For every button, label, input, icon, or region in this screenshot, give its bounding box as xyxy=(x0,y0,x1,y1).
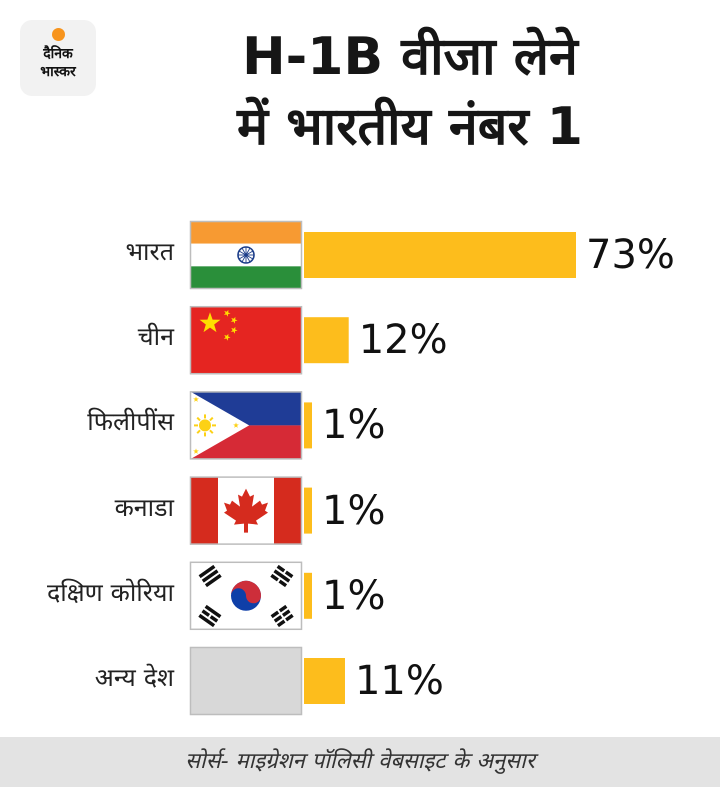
bar xyxy=(304,572,312,619)
value-label: 12% xyxy=(358,317,448,364)
value-label: 1% xyxy=(322,487,386,534)
china-flag-icon xyxy=(189,305,303,375)
logo-sun-icon xyxy=(52,28,65,41)
footer-bar: सोर्स- माइग्रेशन पॉलिसी वेबसाइट के अनुसा… xyxy=(0,737,720,787)
page-title: H-1B वीजा लेने में भारतीय नंबर 1 xyxy=(110,22,710,162)
category-label: भारत xyxy=(125,237,174,266)
logo-text-line2: भास्कर xyxy=(40,64,76,80)
value-label: 1% xyxy=(322,572,386,619)
category-label: कनाडा xyxy=(114,492,174,522)
category-label: चीन xyxy=(137,322,174,352)
value-label: 73% xyxy=(586,232,675,278)
value-label: 1% xyxy=(322,402,386,449)
source-note: सोर्स- माइग्रेशन पॉलिसी वेबसाइट के अनुसा… xyxy=(185,749,535,774)
philippines-flag-icon xyxy=(189,391,303,460)
bar xyxy=(304,317,349,364)
bar xyxy=(304,487,312,534)
india-flag-icon xyxy=(189,220,303,290)
logo-text-line1: दैनिक xyxy=(43,46,73,62)
category-label: दक्षिण कोरिया xyxy=(46,577,174,607)
south-korea-flag-icon xyxy=(189,561,303,631)
dainik-bhaskar-logo: दैनिक भास्कर xyxy=(20,20,96,96)
title-line-2: में भारतीय नंबर 1 xyxy=(237,97,583,157)
category-label: फिलीपींस xyxy=(87,407,174,437)
canada-flag-icon xyxy=(189,476,303,545)
other-countries-placeholder xyxy=(189,646,303,716)
value-label: 11% xyxy=(354,658,444,704)
bar xyxy=(304,232,576,278)
bar-chart xyxy=(189,220,576,716)
title-line-1: H-1B वीजा लेने xyxy=(242,27,578,87)
bar xyxy=(304,658,345,704)
category-label: अन्य देश xyxy=(94,663,174,692)
bar xyxy=(304,402,312,449)
